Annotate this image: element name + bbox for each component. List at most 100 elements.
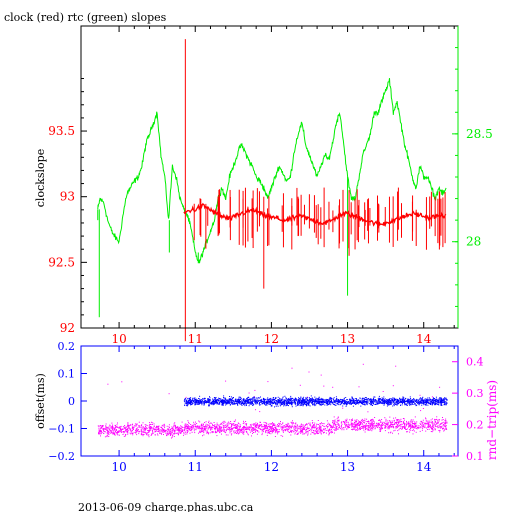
round-trip-point: [196, 427, 198, 428]
round-trip-point: [245, 425, 247, 427]
round-trip-point: [391, 423, 393, 425]
round-trip-point: [179, 432, 181, 434]
round-trip-point: [146, 433, 147, 435]
round-trip-point: [365, 424, 367, 426]
round-trip-point: [198, 428, 200, 430]
round-trip-point: [324, 429, 326, 431]
offset-point: [194, 404, 196, 406]
round-trip-point: [307, 431, 309, 433]
round-trip-point: [371, 421, 373, 423]
offset-point: [419, 400, 421, 402]
round-trip-point: [440, 425, 442, 427]
round-trip-point: [442, 422, 444, 424]
round-trip-point: [250, 424, 252, 426]
offset-point: [246, 399, 248, 401]
offset-point: [292, 398, 293, 400]
offset-point: [314, 402, 316, 404]
round-trip-point: [98, 429, 100, 431]
round-trip-point: [433, 426, 435, 428]
round-trip-point: [411, 422, 413, 423]
x-tick-label: 13: [340, 332, 355, 346]
offset-point: [291, 402, 293, 404]
round-trip-point: [400, 427, 402, 429]
offset-point: [382, 398, 384, 400]
offset-point: [393, 402, 395, 404]
offset-point: [201, 402, 203, 404]
round-trip-point: [403, 423, 405, 425]
round-trip-point: [311, 427, 313, 429]
offset-point: [441, 404, 443, 406]
round-trip-point: [198, 427, 199, 429]
round-trip-point: [336, 428, 337, 430]
offset-point: [306, 399, 308, 401]
round-trip-point: [320, 432, 322, 434]
round-trip-point: [204, 430, 206, 432]
round-trip-point: [366, 418, 368, 420]
offset-point: [429, 403, 431, 405]
round-trip-point: [228, 429, 230, 431]
offset-point: [307, 399, 309, 401]
round-trip-point: [260, 424, 262, 426]
round-trip-point: [411, 429, 413, 431]
round-trip-point: [119, 431, 120, 433]
round-trip-point: [101, 427, 103, 428]
offset-point: [441, 399, 442, 401]
round-trip-point: [169, 428, 171, 430]
offset-point: [231, 401, 233, 403]
offset-point: [266, 404, 268, 406]
offset-point: [300, 398, 302, 400]
round-trip-point: [265, 422, 267, 424]
offset-point: [370, 398, 372, 400]
offset-point: [396, 404, 398, 406]
offset-point: [249, 403, 251, 405]
round-trip-point: [221, 433, 222, 435]
round-trip-point: [370, 426, 372, 428]
round-trip-point: [307, 426, 309, 428]
round-trip-point: [407, 423, 409, 425]
round-trip-point: [156, 433, 158, 435]
round-trip-point: [143, 427, 145, 429]
round-trip-point: [406, 428, 408, 430]
offset-point: [407, 403, 409, 405]
round-trip-point: [374, 424, 376, 426]
offset-point: [198, 402, 200, 403]
offset-point: [283, 402, 285, 404]
offset-point: [279, 404, 281, 406]
offset-point: [233, 403, 235, 405]
offset-point: [276, 404, 278, 406]
offset-point: [274, 398, 276, 400]
round-trip-point: [112, 433, 114, 435]
round-trip-point: [338, 419, 340, 421]
round-trip-point: [417, 427, 418, 429]
round-trip-point: [363, 422, 365, 423]
round-trip-point: [241, 429, 243, 431]
offset-point: [270, 405, 272, 407]
offset-point: [336, 401, 338, 402]
round-trip-point: [406, 420, 407, 422]
round-trip-point: [168, 424, 170, 426]
offset-point: [441, 400, 443, 402]
round-trip-point: [389, 422, 391, 424]
round-trip-point: [309, 424, 311, 426]
offset-point: [330, 401, 332, 403]
round-trip-point: [422, 421, 424, 423]
offset-point: [395, 403, 396, 405]
round-trip-point: [151, 434, 153, 435]
offset-point: [425, 399, 427, 401]
round-trip-point: [186, 428, 188, 430]
round-trip-point: [434, 420, 436, 422]
round-trip-point: [239, 426, 241, 427]
offset-point: [302, 399, 304, 401]
round-trip-point: [268, 432, 270, 434]
offset-point: [262, 401, 264, 402]
offset-point: [266, 403, 268, 405]
offset-point: [365, 403, 367, 405]
offset-point: [261, 401, 263, 402]
round-trip-point: [128, 424, 130, 426]
offset-point: [315, 399, 317, 401]
round-trip-point: [382, 423, 383, 424]
round-trip-point: [268, 428, 270, 430]
offset-point: [404, 400, 406, 402]
round-trip-point: [245, 421, 247, 422]
round-trip-point: [254, 430, 256, 432]
